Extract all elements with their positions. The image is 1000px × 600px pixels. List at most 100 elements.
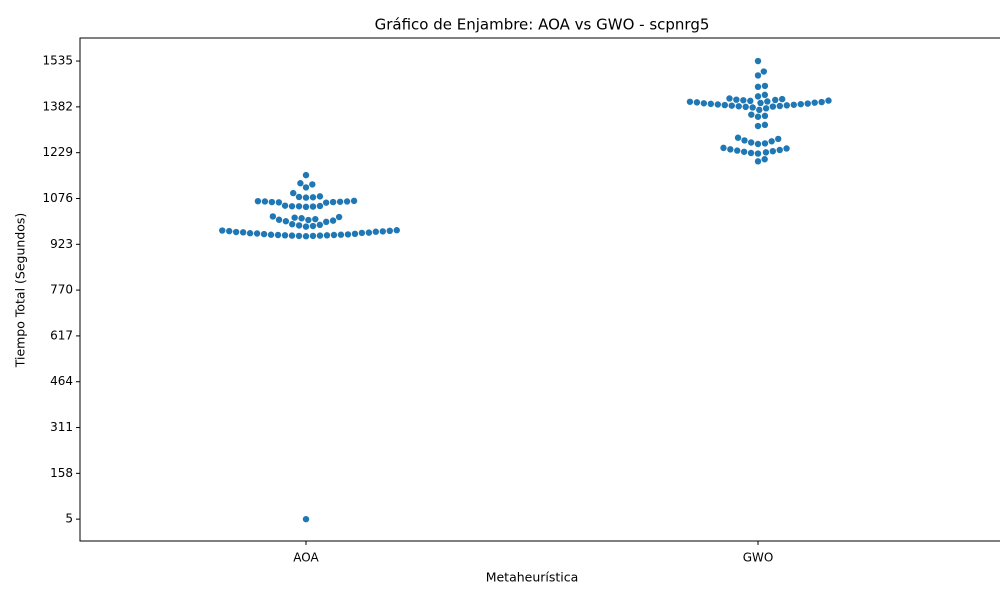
chart-title: Gráfico de Enjambre: AOA vs GWO - scpnrg…	[375, 16, 710, 34]
swarm-point	[747, 139, 755, 146]
swarm-point	[260, 230, 268, 238]
swarm-point	[761, 82, 769, 90]
swarm-point	[329, 198, 337, 206]
swarm-point	[312, 215, 319, 223]
y-tick-label: 617	[50, 328, 73, 342]
swarm-point	[322, 199, 330, 206]
swarm-point	[302, 515, 310, 523]
y-tick-label: 923	[50, 237, 73, 251]
swarm-point	[253, 230, 261, 237]
swarm-point	[282, 218, 290, 225]
swarm-point	[261, 198, 269, 205]
swarm-point	[322, 218, 330, 226]
swarm-point	[748, 111, 755, 118]
swarm-point	[742, 103, 749, 111]
swarm-point	[707, 100, 715, 108]
y-tick-label: 5	[65, 512, 73, 526]
swarm-point	[309, 181, 316, 188]
swarm-point	[754, 72, 762, 79]
y-tick-label: 770	[50, 283, 73, 297]
swarm-point	[727, 146, 734, 153]
swarm-point	[747, 149, 755, 157]
swarm-point	[769, 103, 777, 110]
swarm-point	[254, 197, 262, 205]
swarm-point	[734, 147, 741, 154]
swarm-point	[754, 93, 762, 100]
swarm-point	[302, 223, 310, 230]
swarm-point	[761, 156, 768, 163]
swarm-point	[281, 202, 289, 209]
swarm-point	[747, 97, 754, 105]
swarm-point	[776, 102, 784, 110]
swarm-point	[290, 189, 297, 197]
swarm-point	[386, 227, 393, 235]
swarm-point	[219, 227, 226, 234]
swarm-point	[811, 99, 818, 106]
swarm-point	[239, 229, 247, 236]
swarm-point	[302, 171, 310, 179]
swarm-point	[726, 95, 733, 102]
swarm-point	[754, 122, 762, 130]
swarm-point	[761, 112, 769, 120]
swarm-point	[760, 68, 768, 75]
swarm-point	[756, 106, 763, 114]
swarm-point	[275, 199, 283, 206]
y-tick-label: 1076	[42, 191, 73, 205]
swarm-point	[337, 231, 345, 238]
swarm-point	[358, 229, 366, 237]
swarm-point	[298, 215, 305, 222]
swarm-point	[754, 57, 762, 65]
swarm-point	[323, 232, 331, 239]
swarm-point	[379, 228, 387, 235]
swarm-point	[329, 217, 337, 224]
swarm-point	[754, 113, 762, 120]
swarm-point	[246, 230, 254, 237]
swarm-point	[291, 214, 298, 221]
y-axis-label: Tiempo Total (Segundos)	[13, 213, 28, 369]
swarm-point	[686, 98, 694, 105]
y-tick-label: 158	[50, 466, 73, 480]
swarm-point	[720, 144, 727, 152]
swarm-point	[309, 232, 317, 240]
swarm-point	[776, 146, 783, 154]
y-tick-label: 1382	[42, 99, 73, 113]
swarm-point	[728, 102, 735, 109]
swarm-point	[804, 100, 811, 107]
swarm-point	[336, 198, 344, 205]
swarm-point	[365, 229, 373, 236]
swarm-point	[372, 228, 380, 235]
swarm-point	[761, 91, 769, 99]
swarm-point	[768, 138, 775, 145]
plot-frame	[79, 37, 1000, 542]
swarm-point	[714, 101, 722, 108]
swarm-point	[335, 213, 343, 221]
swarm-point	[344, 231, 352, 238]
y-tick-label: 464	[50, 374, 73, 388]
swarm-point	[281, 232, 289, 239]
swarm-point	[733, 96, 740, 103]
swarm-point	[693, 99, 701, 106]
swarm-point	[761, 140, 769, 147]
swarm-point	[749, 104, 756, 111]
swarm-point	[754, 150, 762, 157]
swarm-point	[316, 193, 324, 200]
swarm-point	[274, 231, 282, 239]
swarm-point	[297, 180, 304, 187]
swarm-point	[761, 121, 769, 129]
swarm-point	[818, 98, 825, 106]
swarm-point	[778, 95, 786, 103]
swarm-point	[797, 100, 804, 108]
swarm-point	[734, 134, 742, 141]
swarm-point	[764, 98, 771, 105]
swarm-point	[762, 105, 770, 112]
swarm-point	[350, 197, 358, 205]
swarm-point	[783, 102, 791, 109]
swarm-point	[267, 231, 275, 238]
swarm-point	[754, 140, 762, 148]
y-tick-label: 1229	[42, 145, 73, 159]
swarm-point	[269, 213, 277, 220]
swarm-point	[295, 232, 303, 240]
swarm-point	[775, 135, 782, 143]
swarm-point	[783, 145, 790, 152]
swarm-point	[309, 222, 317, 230]
